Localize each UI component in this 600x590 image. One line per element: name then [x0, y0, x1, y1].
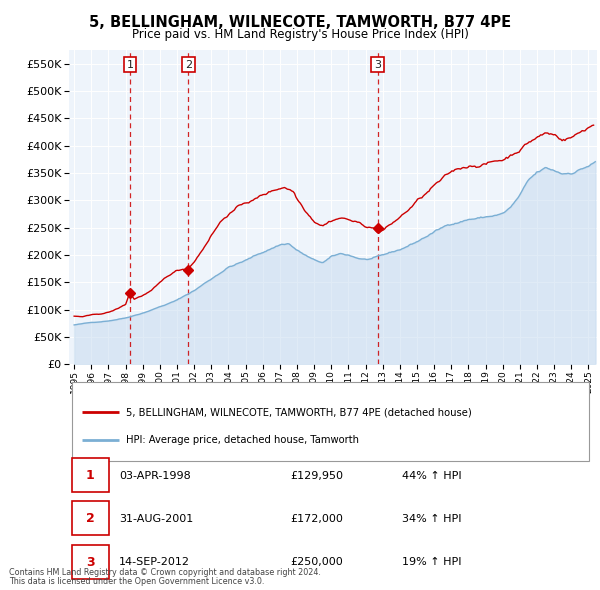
- Text: 44% ↑ HPI: 44% ↑ HPI: [401, 470, 461, 480]
- Text: HPI: Average price, detached house, Tamworth: HPI: Average price, detached house, Tamw…: [126, 435, 359, 445]
- Text: £250,000: £250,000: [291, 558, 344, 568]
- FancyBboxPatch shape: [71, 382, 589, 461]
- Text: 3: 3: [86, 556, 94, 569]
- FancyBboxPatch shape: [71, 458, 109, 492]
- Text: 3: 3: [374, 60, 381, 70]
- Text: 1: 1: [127, 60, 133, 70]
- FancyBboxPatch shape: [71, 545, 109, 579]
- Text: 1: 1: [86, 469, 94, 482]
- Text: 5, BELLINGHAM, WILNECOTE, TAMWORTH, B77 4PE (detached house): 5, BELLINGHAM, WILNECOTE, TAMWORTH, B77 …: [126, 408, 472, 417]
- Text: This data is licensed under the Open Government Licence v3.0.: This data is licensed under the Open Gov…: [9, 577, 265, 586]
- Text: 2: 2: [86, 513, 94, 526]
- Text: 19% ↑ HPI: 19% ↑ HPI: [401, 558, 461, 568]
- Text: Price paid vs. HM Land Registry's House Price Index (HPI): Price paid vs. HM Land Registry's House …: [131, 28, 469, 41]
- Text: 03-APR-1998: 03-APR-1998: [119, 470, 191, 480]
- Text: 34% ↑ HPI: 34% ↑ HPI: [401, 514, 461, 524]
- Text: 5, BELLINGHAM, WILNECOTE, TAMWORTH, B77 4PE: 5, BELLINGHAM, WILNECOTE, TAMWORTH, B77 …: [89, 15, 511, 30]
- Text: Contains HM Land Registry data © Crown copyright and database right 2024.: Contains HM Land Registry data © Crown c…: [9, 568, 321, 576]
- Text: £172,000: £172,000: [291, 514, 344, 524]
- Text: 2: 2: [185, 60, 192, 70]
- Text: 31-AUG-2001: 31-AUG-2001: [119, 514, 193, 524]
- FancyBboxPatch shape: [71, 502, 109, 536]
- Text: £129,950: £129,950: [291, 470, 344, 480]
- Text: 14-SEP-2012: 14-SEP-2012: [119, 558, 190, 568]
